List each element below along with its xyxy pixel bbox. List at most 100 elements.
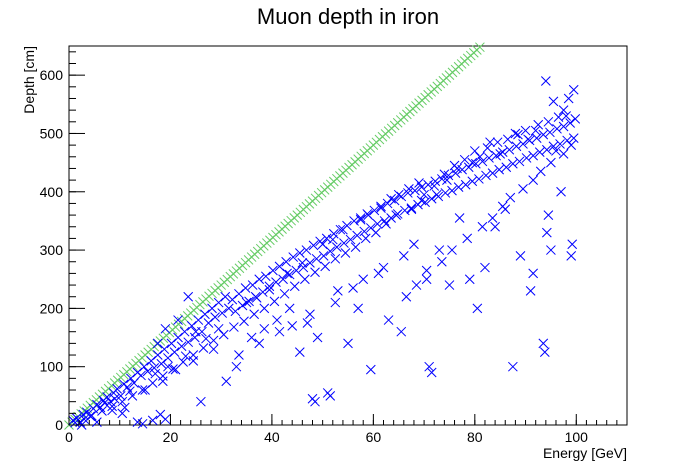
data-point-blue <box>234 350 244 360</box>
data-point-blue <box>178 357 188 367</box>
data-point-blue <box>426 193 437 204</box>
data-point-blue <box>320 261 331 272</box>
data-point-blue <box>169 347 180 357</box>
data-point-blue <box>152 338 163 349</box>
y-axis-title: Depth [cm] <box>21 46 37 114</box>
data-point-blue <box>495 149 506 159</box>
data-point-blue <box>321 233 332 244</box>
y-tick-label: 300 <box>40 242 64 258</box>
data-point-blue <box>213 323 224 334</box>
data-point-blue <box>528 268 539 279</box>
data-point-blue <box>552 123 562 134</box>
data-point-blue <box>421 274 432 285</box>
data-point-blue <box>79 414 90 425</box>
data-point-blue <box>163 353 173 363</box>
data-point-blue <box>150 368 161 379</box>
data-point-blue <box>510 128 521 139</box>
data-point-blue <box>548 96 559 107</box>
data-point-blue <box>305 309 315 320</box>
data-point-blue <box>117 408 128 419</box>
data-point-blue <box>530 125 541 136</box>
data-point-blue <box>107 405 117 416</box>
data-point-blue <box>240 283 251 293</box>
data-point-blue <box>543 116 554 127</box>
data-point-blue <box>99 397 110 408</box>
data-point-blue <box>231 361 242 372</box>
data-point-blue <box>287 321 298 331</box>
data-point-blue <box>227 294 238 305</box>
data-point-blue <box>210 312 220 322</box>
data-point-green <box>475 42 485 53</box>
data-point-blue <box>555 139 565 149</box>
data-point-blue <box>139 361 149 372</box>
data-point-blue <box>147 415 158 426</box>
data-point-blue <box>566 251 577 261</box>
data-point-blue <box>434 245 445 255</box>
data-point-blue <box>383 315 394 325</box>
data-point-blue <box>469 146 480 156</box>
data-point-blue <box>300 274 310 285</box>
data-point-blue <box>229 322 239 332</box>
data-point-blue <box>440 188 451 198</box>
data-point-blue <box>546 157 556 168</box>
data-point-blue <box>311 253 322 264</box>
x-tick-label: 20 <box>163 429 179 445</box>
data-point-blue <box>186 321 197 331</box>
data-point-blue <box>183 291 194 302</box>
data-point-blue <box>152 350 163 360</box>
data-point-blue <box>386 193 396 204</box>
data-point-blue <box>436 256 447 267</box>
data-point-blue <box>264 281 275 292</box>
data-point-blue <box>459 154 470 165</box>
data-point-blue <box>318 251 329 261</box>
data-point-blue <box>381 218 391 229</box>
data-point-blue <box>223 303 234 314</box>
data-point-blue <box>259 303 270 314</box>
data-point-blue <box>149 363 160 373</box>
data-point-blue <box>355 213 366 223</box>
data-point-blue <box>208 344 219 355</box>
data-point-blue <box>568 133 579 143</box>
data-point-blue <box>348 283 358 293</box>
data-point-blue <box>109 393 120 404</box>
data-point-blue <box>127 390 138 401</box>
data-point-blue <box>379 216 390 226</box>
x-tick-label: 40 <box>264 429 280 445</box>
data-point-blue <box>520 125 531 136</box>
data-point-blue <box>535 166 546 177</box>
data-point-blue <box>568 84 579 95</box>
data-point-blue <box>85 411 96 422</box>
data-point-blue <box>249 309 260 320</box>
data-point-blue <box>369 205 380 216</box>
data-point-blue <box>302 318 313 328</box>
data-point-blue <box>403 188 413 198</box>
data-point-blue <box>472 303 483 314</box>
data-point-blue <box>538 338 549 349</box>
data-point-blue <box>241 297 252 308</box>
y-tick-label: 200 <box>40 300 64 316</box>
data-point-blue <box>198 343 209 353</box>
data-point-blue <box>278 274 288 285</box>
data-point-blue <box>548 141 559 152</box>
data-point-blue <box>333 286 343 296</box>
data-point-blue <box>480 262 490 273</box>
data-point-blue <box>213 297 224 308</box>
data-point-blue <box>378 262 389 273</box>
data-point-blue <box>244 296 254 307</box>
data-point-blue <box>288 252 299 262</box>
data-point-blue <box>196 396 206 407</box>
data-point-blue <box>566 140 577 150</box>
data-point-blue <box>393 189 404 200</box>
data-point-blue <box>505 192 516 203</box>
data-point-blue <box>528 150 539 161</box>
x-tick-label: 0 <box>65 429 73 445</box>
data-point-blue <box>176 341 187 352</box>
data-point-blue <box>325 390 336 401</box>
data-point-blue <box>376 203 386 213</box>
data-point-blue <box>358 274 369 285</box>
data-point-blue <box>279 288 290 299</box>
data-point-blue <box>511 141 522 152</box>
data-point-blue <box>558 105 569 115</box>
data-point-blue <box>338 224 348 235</box>
data-point-blue <box>521 153 532 163</box>
